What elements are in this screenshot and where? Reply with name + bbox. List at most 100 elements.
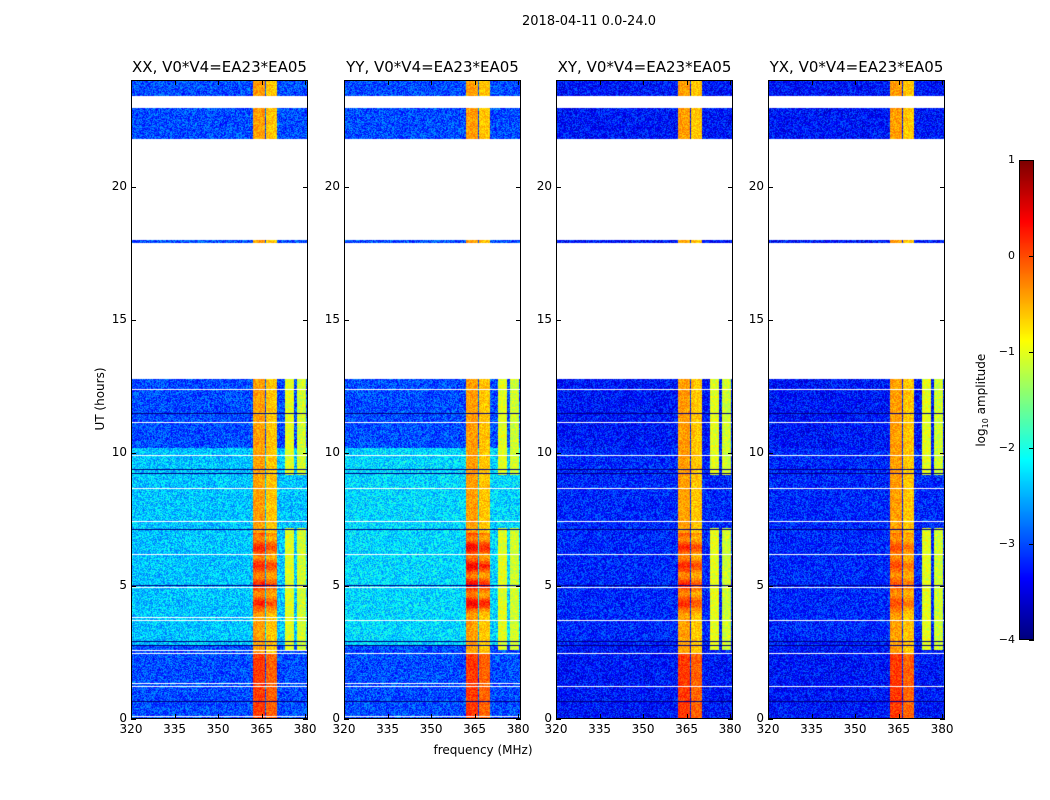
colorbar-tick-label: 0 xyxy=(1008,249,1015,262)
y-tick xyxy=(516,719,521,720)
colorbar-tick-label: −1 xyxy=(998,345,1015,358)
y-tick-label: 20 xyxy=(536,178,552,193)
y-tick xyxy=(131,319,136,321)
colorbar-tick xyxy=(1029,256,1034,257)
y-tick-label: 5 xyxy=(119,577,127,592)
figure-title: 2018-04-11 0.0-24.0 xyxy=(522,14,656,29)
x-tick-label: 350 xyxy=(843,722,867,736)
colorbar xyxy=(1019,160,1034,640)
y-tick xyxy=(768,186,773,188)
x-tick xyxy=(174,714,176,719)
panel-xy: XY, V0*V4=EA23*EA05 320 335 350 365 380 0 5 10 1… xyxy=(537,58,742,736)
y-tick-label: 20 xyxy=(111,178,127,193)
x-tick xyxy=(686,80,688,85)
y-tick xyxy=(556,186,561,188)
y-tick xyxy=(728,186,733,188)
x-tick xyxy=(387,714,389,719)
x-tick xyxy=(387,80,389,85)
x-tick xyxy=(599,714,601,719)
y-tick xyxy=(303,585,308,587)
y-tick xyxy=(131,452,136,454)
y-tick-label: 10 xyxy=(111,444,127,459)
x-tick xyxy=(474,714,476,719)
x-tick xyxy=(768,714,769,719)
y-tick xyxy=(516,585,521,587)
y-tick xyxy=(556,585,561,587)
y-tick xyxy=(344,719,349,720)
y-tick-label: 15 xyxy=(324,311,340,326)
x-tick xyxy=(855,714,857,719)
y-tick xyxy=(303,186,308,188)
x-tick-label: 320 xyxy=(332,722,356,736)
x-tick xyxy=(261,80,263,85)
panel-title: YX, V0*V4=EA23*EA05 xyxy=(769,58,944,76)
colorbar-tick xyxy=(1029,448,1034,449)
x-tick xyxy=(898,80,900,85)
y-tick xyxy=(131,585,136,587)
x-tick xyxy=(556,714,557,719)
colorbar-tick-label: −2 xyxy=(998,441,1015,454)
x-tick-label: 335 xyxy=(163,722,186,736)
y-tick xyxy=(556,719,561,720)
x-tick xyxy=(643,80,645,85)
x-tick xyxy=(431,80,433,85)
y-tick xyxy=(516,186,521,188)
y-tick-label: 10 xyxy=(536,444,552,459)
x-tick xyxy=(556,80,557,85)
y-tick xyxy=(303,319,308,321)
y-tick-label: 0 xyxy=(756,711,764,725)
y-tick xyxy=(940,186,945,188)
x-tick-label: 335 xyxy=(376,722,399,736)
x-tick xyxy=(261,714,263,719)
y-tick xyxy=(768,585,773,587)
y-tick-label: 0 xyxy=(119,711,127,725)
x-tick xyxy=(474,80,476,85)
y-tick xyxy=(768,452,773,454)
x-tick-label: 335 xyxy=(588,722,611,736)
colorbar-tick xyxy=(1029,160,1034,161)
x-tick xyxy=(855,80,857,85)
x-tick-label: 380 xyxy=(930,722,954,736)
x-tick-label: 365 xyxy=(675,722,699,736)
x-tick xyxy=(131,714,132,719)
colorbar-tick-label: −3 xyxy=(998,537,1015,550)
x-tick xyxy=(344,80,345,85)
x-tick-label: 380 xyxy=(718,722,742,736)
waterfall-heatmap xyxy=(556,80,733,719)
x-tick xyxy=(518,80,520,85)
panel-title: YY, V0*V4=EA23*EA05 xyxy=(346,58,519,76)
panel-yy: YY, V0*V4=EA23*EA05 320 335 350 365 380 0 5 10 1… xyxy=(325,58,530,736)
x-tick xyxy=(518,714,520,719)
x-tick xyxy=(686,714,688,719)
y-tick xyxy=(516,452,521,454)
y-tick-label: 5 xyxy=(544,577,552,592)
y-axis-label: UT (hours) xyxy=(93,367,107,431)
waterfall-heatmap xyxy=(131,80,308,719)
y-tick-label: 10 xyxy=(324,444,340,459)
panel-xx: XX, V0*V4=EA23*EA05 320 335 350 365 380 0 5 10 1… xyxy=(112,58,317,736)
y-tick-label: 20 xyxy=(748,178,764,193)
colorbar-label-sub: 10 xyxy=(981,418,991,429)
x-tick-label: 365 xyxy=(463,722,487,736)
x-tick-label: 335 xyxy=(800,722,823,736)
x-tick xyxy=(131,80,132,85)
x-tick xyxy=(811,714,813,719)
x-tick xyxy=(218,80,220,85)
colorbar-tick xyxy=(1029,352,1034,353)
x-tick xyxy=(942,714,944,719)
y-tick xyxy=(728,585,733,587)
panel-title: XX, V0*V4=EA23*EA05 xyxy=(132,58,307,76)
colorbar-tick xyxy=(1029,640,1034,641)
x-tick-label: 350 xyxy=(631,722,655,736)
x-tick xyxy=(305,714,307,719)
x-tick xyxy=(643,714,645,719)
x-tick xyxy=(174,80,176,85)
x-tick-label: 365 xyxy=(250,722,274,736)
x-tick-label: 320 xyxy=(119,722,143,736)
colorbar-label-rest: amplitude xyxy=(973,353,988,419)
y-tick xyxy=(516,319,521,321)
x-tick xyxy=(431,714,433,719)
y-tick xyxy=(940,585,945,587)
x-tick-label: 380 xyxy=(293,722,317,736)
x-tick-label: 380 xyxy=(506,722,530,736)
